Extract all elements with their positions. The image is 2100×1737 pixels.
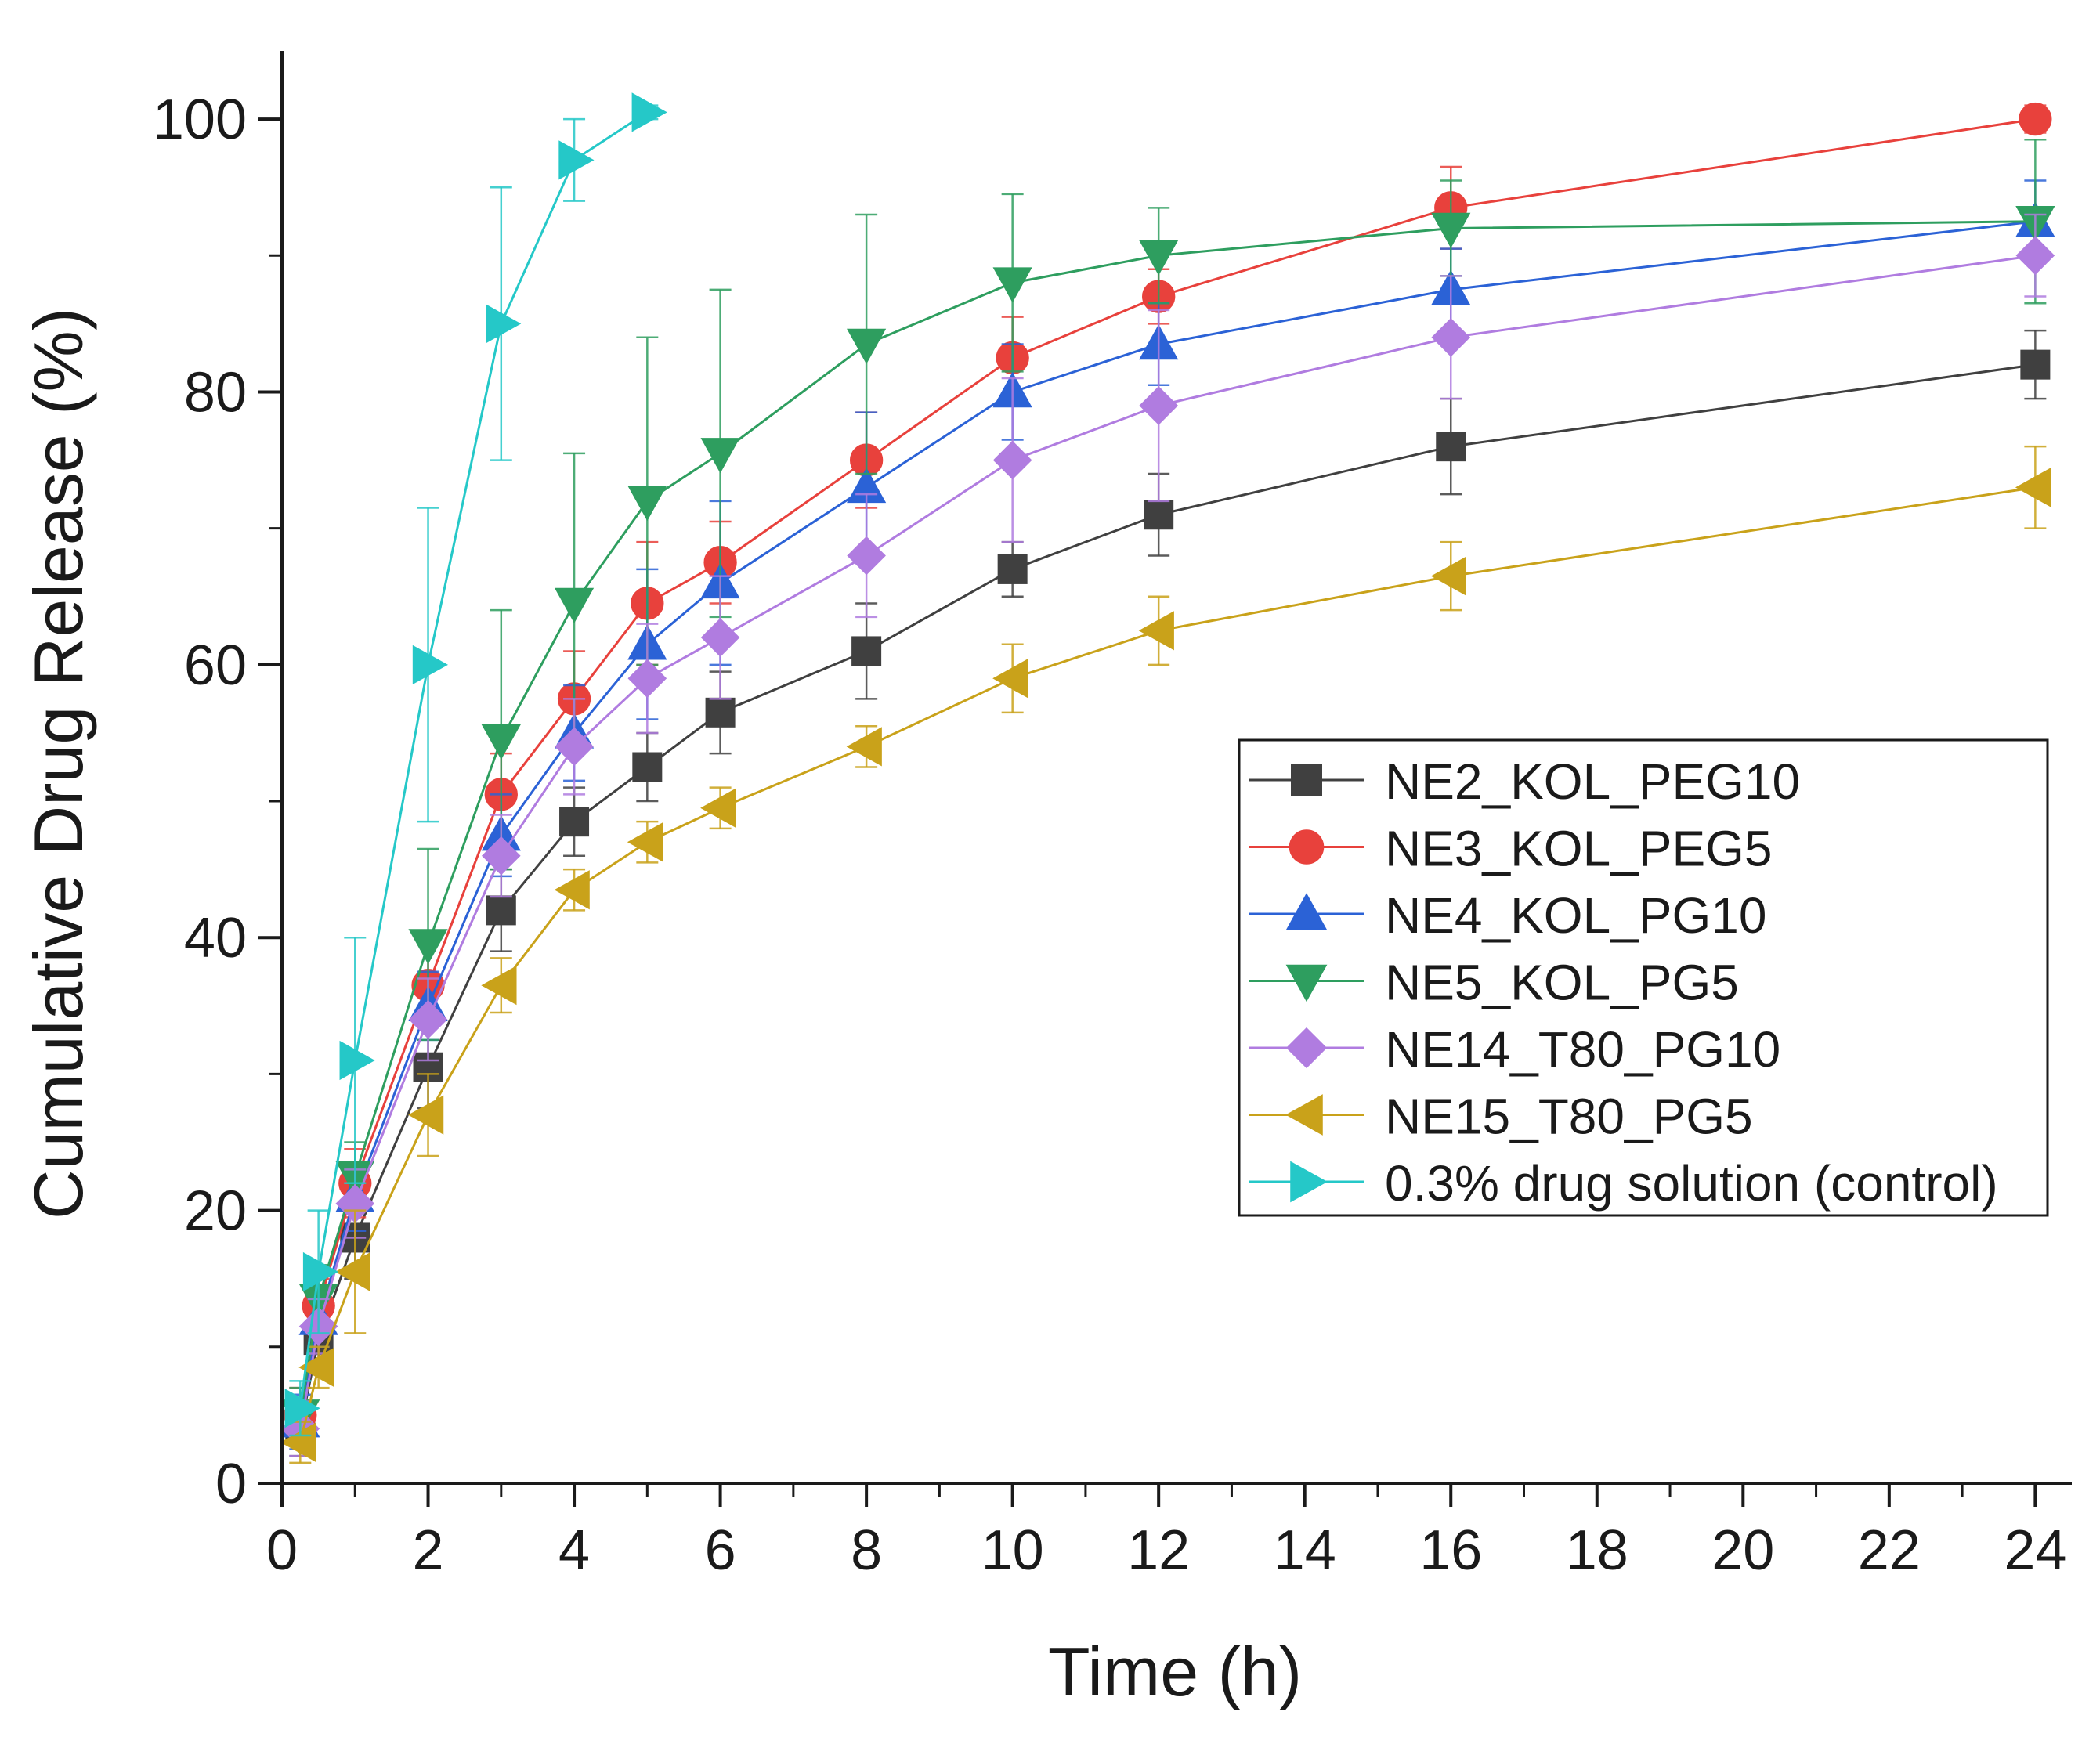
data-point: [700, 438, 740, 474]
x-tick-label: 8: [851, 1519, 882, 1582]
data-point: [847, 536, 886, 576]
series-6: [284, 92, 667, 1437]
legend-marker: [1285, 1027, 1328, 1069]
data-point: [412, 645, 448, 684]
legend-marker: [1291, 764, 1322, 796]
data-point: [631, 92, 667, 132]
y-axis-label: Cumulative Drug Release (%): [20, 308, 97, 1219]
data-point: [847, 328, 887, 364]
x-tick-label: 20: [1711, 1519, 1774, 1582]
axis-ticks-layer: [258, 117, 2037, 1507]
data-point: [846, 727, 882, 767]
legend-label: NE4_KOL_PG10: [1385, 887, 1766, 944]
legend-label: NE15_T80_PG5: [1385, 1089, 1753, 1145]
y-tick-label: 40: [184, 907, 247, 970]
data-point: [1431, 212, 1471, 248]
data-point: [1430, 556, 1466, 596]
data-point: [851, 636, 882, 666]
data-point: [1431, 317, 1471, 357]
data-point: [992, 659, 1028, 699]
data-point: [992, 267, 1032, 303]
data-point: [997, 554, 1028, 584]
data-point: [302, 1251, 339, 1292]
data-point: [1436, 432, 1466, 462]
data-point: [555, 727, 594, 767]
x-tick-label: 0: [266, 1519, 298, 1582]
y-tick-label: 0: [215, 1453, 247, 1515]
data-point: [2015, 236, 2055, 276]
data-point: [408, 999, 448, 1039]
data-point: [554, 870, 590, 910]
data-point: [481, 724, 521, 760]
x-tick-label: 12: [1127, 1519, 1190, 1582]
x-tick-label: 14: [1274, 1519, 1336, 1582]
data-point: [559, 807, 590, 837]
x-tick-label: 4: [558, 1519, 590, 1582]
data-point: [627, 659, 667, 699]
legend-marker: [1285, 1094, 1323, 1136]
legend-marker: [1290, 1161, 1328, 1203]
x-tick-label: 18: [1566, 1519, 1628, 1582]
data-point: [408, 1095, 444, 1135]
data-point: [1139, 240, 1179, 276]
data-point: [2020, 349, 2051, 380]
data-point: [284, 1389, 320, 1428]
data-point: [486, 895, 516, 926]
legend-label: 0.3% drug solution (control): [1385, 1155, 1998, 1212]
legend-label: NE14_T80_PG10: [1385, 1021, 1780, 1078]
y-tick-label: 20: [184, 1180, 247, 1243]
legend-marker: [1285, 964, 1328, 1002]
legend-label: NE3_KOL_PEG5: [1385, 821, 1773, 877]
x-tick-label: 22: [1858, 1519, 1921, 1582]
x-tick-label: 16: [1419, 1519, 1482, 1582]
x-tick-label: 2: [413, 1519, 444, 1582]
legend-label: NE2_KOL_PEG10: [1385, 753, 1800, 810]
data-point: [627, 486, 667, 522]
data-point: [700, 618, 740, 657]
y-tick-label: 60: [184, 634, 247, 697]
data-point: [1138, 611, 1174, 651]
data-point: [700, 788, 736, 828]
data-point: [627, 822, 663, 862]
axes-layer: [280, 51, 2072, 1485]
legend: NE2_KOL_PEG10 NE3_KOL_PEG5 NE4_KOL_PG10 NE5…: [1238, 738, 2049, 1217]
legend-marker: [1289, 829, 1325, 865]
x-tick-label: 6: [705, 1519, 736, 1582]
data-point: [298, 1347, 334, 1388]
data-point: [632, 752, 663, 782]
legend-label: NE5_KOL_PG5: [1385, 955, 1739, 1011]
data-point: [2015, 468, 2051, 507]
data-point: [481, 966, 517, 1006]
x-tick-label: 10: [981, 1519, 1044, 1582]
data-point: [334, 1251, 370, 1292]
y-tick-label: 100: [153, 88, 247, 151]
x-axis-label: Time (h): [1048, 1633, 1302, 1710]
y-tick-label: 80: [184, 361, 247, 424]
data-point: [1144, 500, 1174, 530]
data-point: [554, 587, 595, 623]
data-point: [486, 304, 522, 344]
series-5: [280, 445, 2051, 1464]
legend-box: [1238, 738, 2049, 1217]
data-point: [992, 440, 1032, 480]
x-tick-label: 24: [2004, 1519, 2066, 1582]
legend-marker: [1285, 893, 1328, 930]
data-point: [280, 1422, 316, 1462]
series-layer: [280, 92, 2055, 1464]
data-point: [705, 697, 736, 728]
data-point: [339, 1040, 375, 1081]
data-point: [408, 929, 448, 965]
data-point: [2019, 102, 2052, 136]
data-point: [1139, 386, 1178, 425]
data-point: [558, 140, 595, 180]
data-point: [481, 836, 521, 876]
